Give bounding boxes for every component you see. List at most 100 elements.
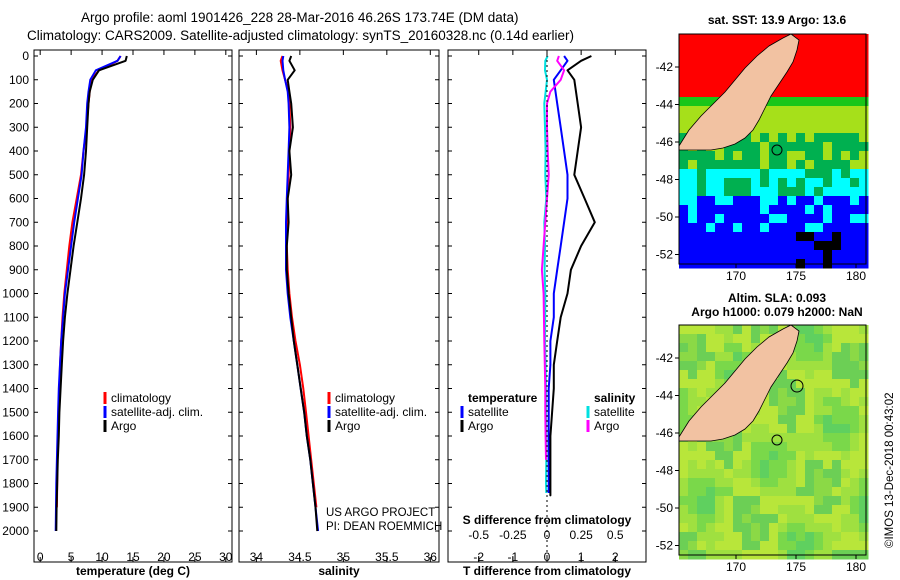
sla-cell <box>751 451 761 461</box>
sst-cell <box>679 196 689 206</box>
sla-cell <box>859 406 869 416</box>
sla-cell <box>751 442 761 452</box>
sla-cell <box>778 415 788 425</box>
sla-cell <box>733 433 743 443</box>
sla-cell <box>706 496 716 506</box>
sla-cell <box>769 523 779 533</box>
sla-cell <box>778 388 788 398</box>
sla-cell <box>724 334 734 344</box>
sla-cell <box>832 325 842 335</box>
sla-cell <box>724 325 734 335</box>
sst-cell <box>832 88 842 98</box>
sst-cell <box>769 187 779 197</box>
sla-cell <box>787 532 797 542</box>
sla-cell <box>814 388 824 398</box>
sla-cell <box>823 451 833 461</box>
sla-cell <box>814 334 824 344</box>
sst-cell <box>715 241 725 251</box>
sla-cell <box>841 352 851 362</box>
sst-cell <box>850 214 860 224</box>
s-difference-axis: -0.5 -0.25 0 0.25 0.5 <box>468 528 624 562</box>
legend-satellite: satellite-adj. clim. <box>335 405 427 419</box>
depth-tick-label: 200 <box>9 97 29 111</box>
sst-cell <box>733 34 743 44</box>
sst-cell <box>679 178 689 188</box>
sla-cell <box>823 334 833 344</box>
sla-cell <box>814 442 824 452</box>
sst-cell <box>769 169 779 179</box>
sla-cell <box>778 532 788 542</box>
sla-cell <box>814 532 824 542</box>
sla-cell <box>814 325 824 335</box>
sst-cell <box>706 232 716 242</box>
sla-cell <box>823 442 833 452</box>
sst-cell <box>832 106 842 116</box>
depth-tick-label: 1400 <box>2 382 29 396</box>
sla-cell <box>814 379 824 389</box>
sst-cell <box>697 241 707 251</box>
sla-cell <box>724 487 734 497</box>
sst-cell <box>832 178 842 188</box>
sst-cell <box>778 169 788 179</box>
sst-cell <box>805 61 815 71</box>
sla-cell <box>850 451 860 461</box>
sla-cell <box>769 442 779 452</box>
title-line-2: Climatology: CARS2009. Satellite-adjuste… <box>27 28 575 43</box>
depth-tick-label: 1600 <box>2 429 29 443</box>
sla-cell <box>796 532 806 542</box>
sla-cell <box>679 379 689 389</box>
sst-cell <box>787 142 797 152</box>
sla-cell <box>733 487 743 497</box>
sst-cell <box>760 178 770 188</box>
sst-cell <box>688 151 698 161</box>
sst-cell <box>733 151 743 161</box>
sst-cell <box>778 196 788 206</box>
sla-cell <box>814 352 824 362</box>
lat-tick-label: -52 <box>656 539 674 553</box>
eddy-contour <box>790 379 804 393</box>
sla-cell <box>688 514 698 524</box>
sst-cell <box>859 232 869 242</box>
sst-cell <box>796 106 806 116</box>
depth-tick-label: 1800 <box>2 477 29 491</box>
sla-cell <box>688 541 698 551</box>
sst-cell <box>805 178 815 188</box>
sst-cell <box>796 223 806 233</box>
sla-cell <box>688 352 698 362</box>
lat-tick-label: -44 <box>656 389 674 403</box>
sst-cell <box>850 250 860 260</box>
sla-cell <box>769 379 779 389</box>
depth-axis: 0 100 200 300 400 500 600 700 800 900 1000 1100 1200… <box>2 49 232 538</box>
sla-title-line-1: Altim. SLA: 0.093 <box>728 291 826 305</box>
sst-cell <box>697 88 707 98</box>
sst-cell <box>778 142 788 152</box>
sla-cell <box>841 379 851 389</box>
sst-cell <box>814 214 824 224</box>
sst-cell <box>688 106 698 116</box>
sst-cell <box>688 196 698 206</box>
sst-cell <box>679 187 689 197</box>
sla-cell <box>850 532 860 542</box>
sla-cell <box>859 397 869 407</box>
sst-cell <box>742 169 752 179</box>
sst-cell <box>760 187 770 197</box>
sla-cell <box>805 352 815 362</box>
sst-cell <box>841 106 851 116</box>
sst-cell <box>760 205 770 215</box>
sla-cell <box>706 442 716 452</box>
sla-cell <box>688 496 698 506</box>
depth-tick-label: 1700 <box>2 453 29 467</box>
sst-cell <box>814 79 824 89</box>
sla-cell <box>706 451 716 461</box>
s-difference-axis-label: S difference from climatology <box>463 513 632 527</box>
sst-cell <box>850 88 860 98</box>
sla-cell <box>733 325 743 335</box>
t-difference-axis-label: T difference from climatology <box>463 564 631 578</box>
sla-cell <box>787 406 797 416</box>
x-tick-label: 35.5 <box>375 550 399 564</box>
sst-cell <box>724 43 734 53</box>
sla-cell <box>715 532 725 542</box>
sla-cell <box>796 388 806 398</box>
sst-cell <box>751 169 761 179</box>
sst-cell <box>841 34 851 44</box>
